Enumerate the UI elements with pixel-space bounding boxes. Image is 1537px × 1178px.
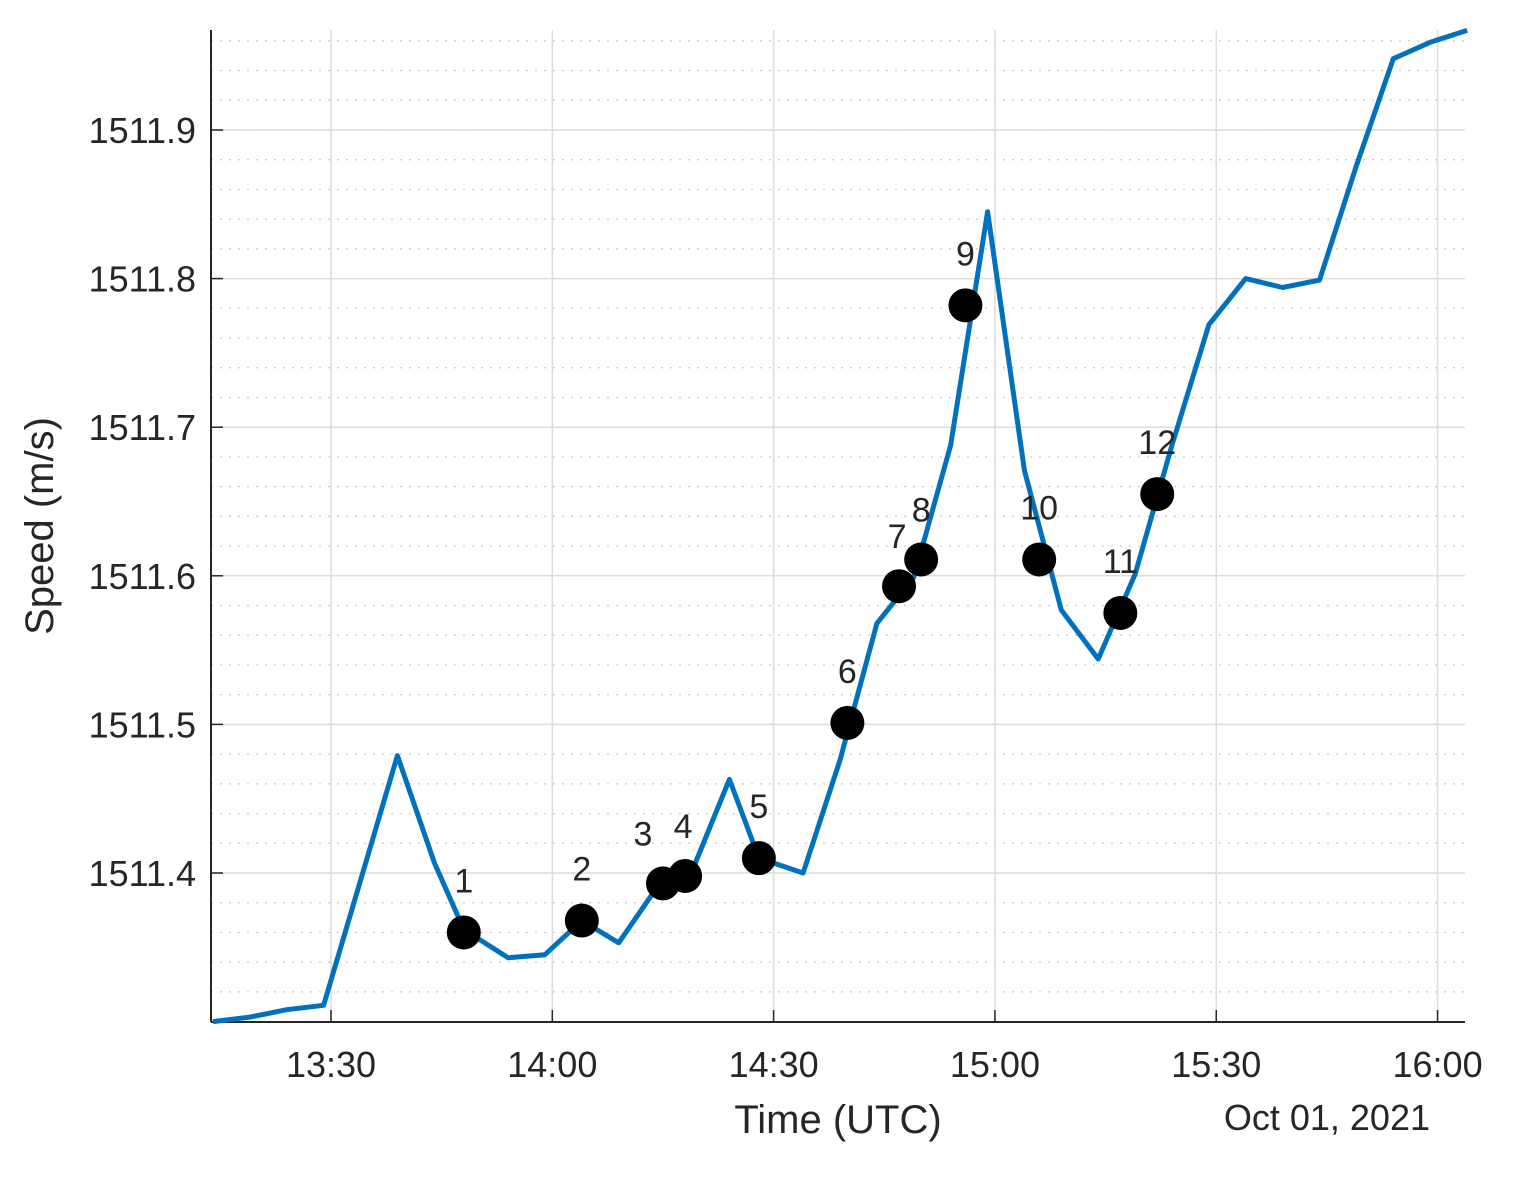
marker-point [904, 542, 939, 577]
marker-point [668, 858, 703, 893]
date-label: Oct 01, 2021 [1224, 1097, 1430, 1138]
marker-point [830, 705, 865, 740]
y-tick-label: 1511.5 [89, 704, 196, 745]
marker-point [1103, 595, 1138, 630]
axes: 1511.4 1511.5 1511.6 1511.7 1511.8 1511.9 13:3… [89, 30, 1483, 1085]
marker-label: 5 [749, 788, 768, 826]
y-tick-label: 1511.7 [89, 407, 196, 448]
marker-point [948, 288, 983, 323]
y-axis-label: Speed (m/s) [18, 417, 62, 635]
marker-label: 4 [674, 808, 693, 846]
series [212, 28, 1468, 1025]
marker-label: 9 [956, 235, 975, 273]
marker-label: 12 [1138, 424, 1176, 462]
y-tick-label: 1511.4 [89, 853, 196, 894]
marker-label: 10 [1020, 489, 1058, 527]
speed-line [212, 28, 1468, 1025]
x-tick-label: 16:00 [1393, 1044, 1483, 1085]
x-tick-label: 14:30 [729, 1044, 819, 1085]
x-tick-label: 15:00 [950, 1044, 1040, 1085]
x-tick-label: 13:30 [286, 1044, 376, 1085]
marker-point [882, 569, 917, 604]
x-tick-label: 15:30 [1171, 1044, 1261, 1085]
marker-point [446, 915, 481, 950]
marker-label: 3 [634, 815, 653, 853]
marker-point [564, 903, 599, 938]
grid [211, 30, 1465, 1023]
x-axis-label: Time (UTC) [734, 1098, 941, 1142]
y-tick-label: 1511.8 [89, 259, 196, 300]
y-tick-label: 1511.9 [89, 110, 196, 151]
y-tick-label: 1511.6 [89, 556, 196, 597]
marker-point [1140, 477, 1175, 512]
marker-point [1022, 542, 1057, 577]
marker-label: 7 [888, 518, 907, 556]
marker-label: 6 [838, 653, 857, 691]
x-tick-label: 14:00 [507, 1044, 597, 1085]
marker-label: 11 [1103, 543, 1138, 581]
marker-label: 8 [912, 491, 931, 529]
marker-point [741, 841, 776, 876]
marker-label: 1 [454, 862, 473, 900]
marker-label: 2 [572, 851, 591, 889]
